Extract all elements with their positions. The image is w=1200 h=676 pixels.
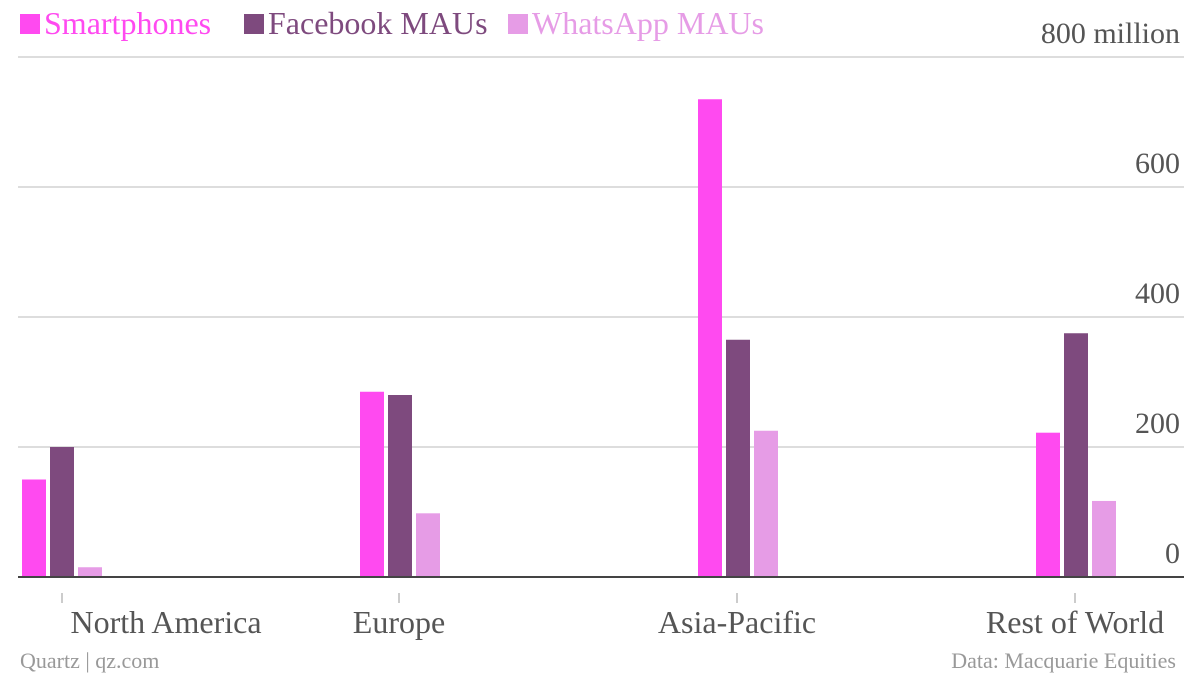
bar-smartphones <box>1036 432 1060 577</box>
bar-smartphones <box>698 99 722 577</box>
gridlines <box>18 56 1184 448</box>
x-tick-label: Europe <box>353 604 445 640</box>
legend-swatch <box>244 14 264 34</box>
data-source: Data: Macquarie Equities <box>951 648 1176 673</box>
legend: Smartphones Facebook MAUs WhatsApp MAUs <box>20 5 764 41</box>
y-tick-label: 600 <box>1135 147 1180 180</box>
x-tick-label: Rest of World <box>986 604 1164 640</box>
x-tick-label: North America <box>70 604 261 640</box>
bar-facebook-maus <box>1064 333 1088 577</box>
legend-label: WhatsApp MAUs <box>532 5 764 41</box>
bars <box>22 99 1116 577</box>
y-axis-tick-labels: 0 200 400 600 800 million <box>1041 17 1180 570</box>
legend-swatch <box>20 14 40 34</box>
bar-smartphones <box>360 391 384 577</box>
legend-label: Smartphones <box>44 5 211 41</box>
y-tick-label: 0 <box>1165 537 1180 570</box>
x-tick-label: Asia-Pacific <box>658 604 816 640</box>
source-credit: Quartz | qz.com <box>20 648 159 673</box>
bar-facebook-maus <box>726 339 750 577</box>
bar-whatsapp-maus <box>416 513 440 577</box>
x-axis-tick-labels: North America Europe Asia-Pacific Rest of W… <box>61 593 1164 640</box>
y-tick-label: 400 <box>1135 277 1180 310</box>
bar-whatsapp-maus <box>1092 500 1116 577</box>
bar-facebook-maus <box>388 395 412 577</box>
bar-whatsapp-maus <box>754 430 778 577</box>
y-tick-label: 200 <box>1135 407 1180 440</box>
bar-facebook-maus <box>50 447 74 577</box>
y-tick-label: 800 million <box>1041 17 1180 50</box>
bar-whatsapp-maus <box>78 567 102 577</box>
bar-smartphones <box>22 479 46 577</box>
legend-label: Facebook MAUs <box>268 5 488 41</box>
legend-swatch <box>508 14 528 34</box>
